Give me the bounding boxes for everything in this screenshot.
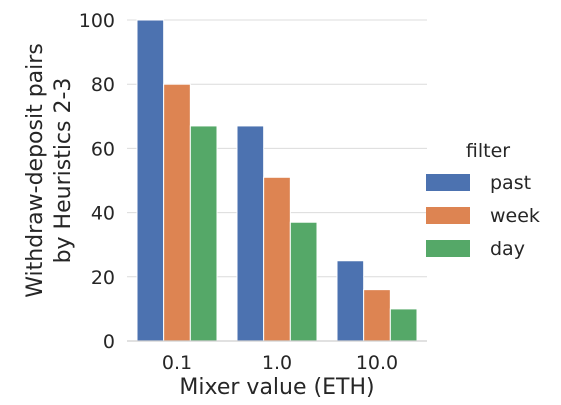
x-tick-label: 1.0 bbox=[262, 352, 292, 374]
legend-label-week: week bbox=[490, 205, 540, 227]
x-tick-label: 0.1 bbox=[162, 352, 192, 374]
bar-past-1.0 bbox=[236, 125, 265, 342]
y-tick-label: 80 bbox=[91, 74, 115, 96]
bar-week-1.0 bbox=[263, 176, 291, 342]
x-tick-label: 10.0 bbox=[356, 352, 398, 374]
y-tick-label: 20 bbox=[91, 267, 115, 289]
y-axis-label: Withdraw-deposit pairs by Heuristics 2-3 bbox=[23, 43, 76, 298]
bar-past-0.1 bbox=[136, 19, 165, 342]
bars-group bbox=[136, 19, 418, 342]
legend-label-past: past bbox=[490, 172, 531, 194]
bar-day-0.1 bbox=[189, 125, 218, 342]
legend-swatch-past bbox=[426, 174, 470, 191]
bar-day-10.0 bbox=[389, 308, 418, 342]
legend-swatch-week bbox=[426, 207, 470, 224]
bar-past-10.0 bbox=[336, 260, 365, 342]
y-axis-label-line: by Heuristics 2-3 bbox=[51, 78, 76, 264]
legend: filter past week day bbox=[426, 140, 540, 260]
x-ticks: 0.1 1.0 10.0 bbox=[162, 352, 398, 374]
y-ticks: 0 20 40 60 80 100 bbox=[79, 10, 115, 353]
y-tick-label: 60 bbox=[91, 138, 115, 160]
y-tick-label: 40 bbox=[91, 203, 115, 225]
bar-week-10.0 bbox=[363, 289, 391, 342]
bar-week-0.1 bbox=[163, 83, 191, 342]
y-tick-label: 0 bbox=[103, 331, 115, 353]
legend-title: filter bbox=[466, 140, 510, 162]
legend-label-day: day bbox=[490, 238, 525, 260]
x-axis-label: Mixer value (ETH) bbox=[179, 375, 374, 400]
legend-swatch-day bbox=[426, 240, 470, 257]
y-tick-label: 100 bbox=[79, 10, 115, 32]
bar-day-1.0 bbox=[289, 221, 318, 342]
y-axis-label-line: Withdraw-deposit pairs bbox=[23, 43, 48, 298]
